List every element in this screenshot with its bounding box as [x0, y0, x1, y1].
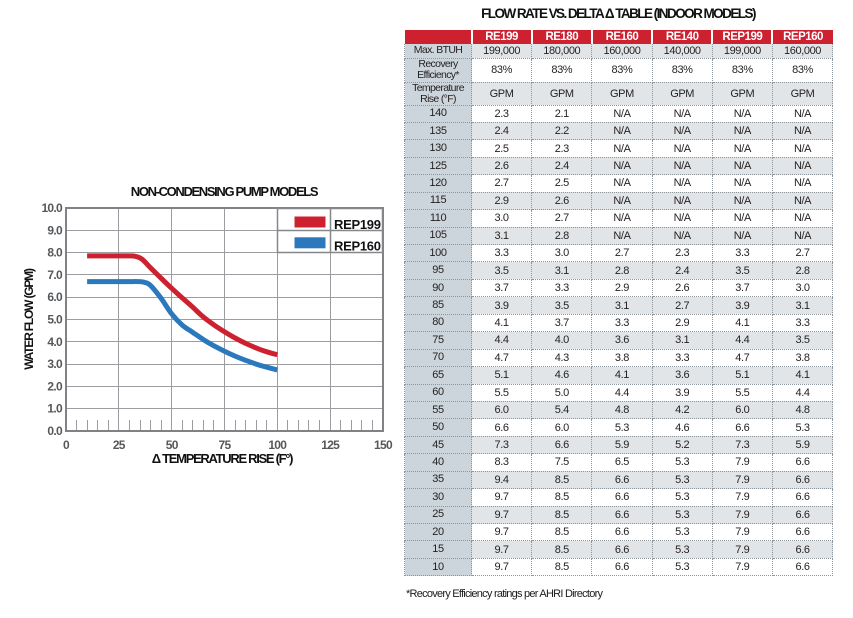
svg-text:5.0: 5.0 [47, 313, 63, 327]
svg-text:4.0: 4.0 [47, 335, 63, 349]
svg-text:NON-CONDENSING PUMP MODELS: NON-CONDENSING PUMP MODELS [131, 184, 319, 199]
svg-text:6.0: 6.0 [47, 290, 63, 304]
svg-text:8.0: 8.0 [47, 246, 63, 260]
svg-text:REP199: REP199 [334, 217, 381, 232]
svg-text:2.0: 2.0 [47, 379, 63, 393]
svg-text:100: 100 [268, 438, 287, 452]
svg-text:Δ TEMPERATURE RISE (F°): Δ TEMPERATURE RISE (F°) [152, 451, 293, 466]
svg-text:WATER FLOW (GPM): WATER FLOW (GPM) [22, 268, 36, 370]
svg-text:0.0: 0.0 [47, 424, 63, 438]
svg-text:1.0: 1.0 [47, 402, 63, 416]
svg-text:150: 150 [374, 438, 393, 452]
svg-text:0: 0 [63, 438, 70, 452]
svg-text:10.0: 10.0 [41, 201, 63, 215]
svg-text:50: 50 [166, 438, 179, 452]
svg-text:REP160: REP160 [334, 239, 381, 254]
svg-text:9.0: 9.0 [47, 223, 63, 237]
svg-text:3.0: 3.0 [47, 357, 63, 371]
svg-text:25: 25 [113, 438, 126, 452]
svg-text:75: 75 [219, 438, 232, 452]
svg-text:125: 125 [321, 438, 340, 452]
svg-text:7.0: 7.0 [47, 268, 63, 282]
